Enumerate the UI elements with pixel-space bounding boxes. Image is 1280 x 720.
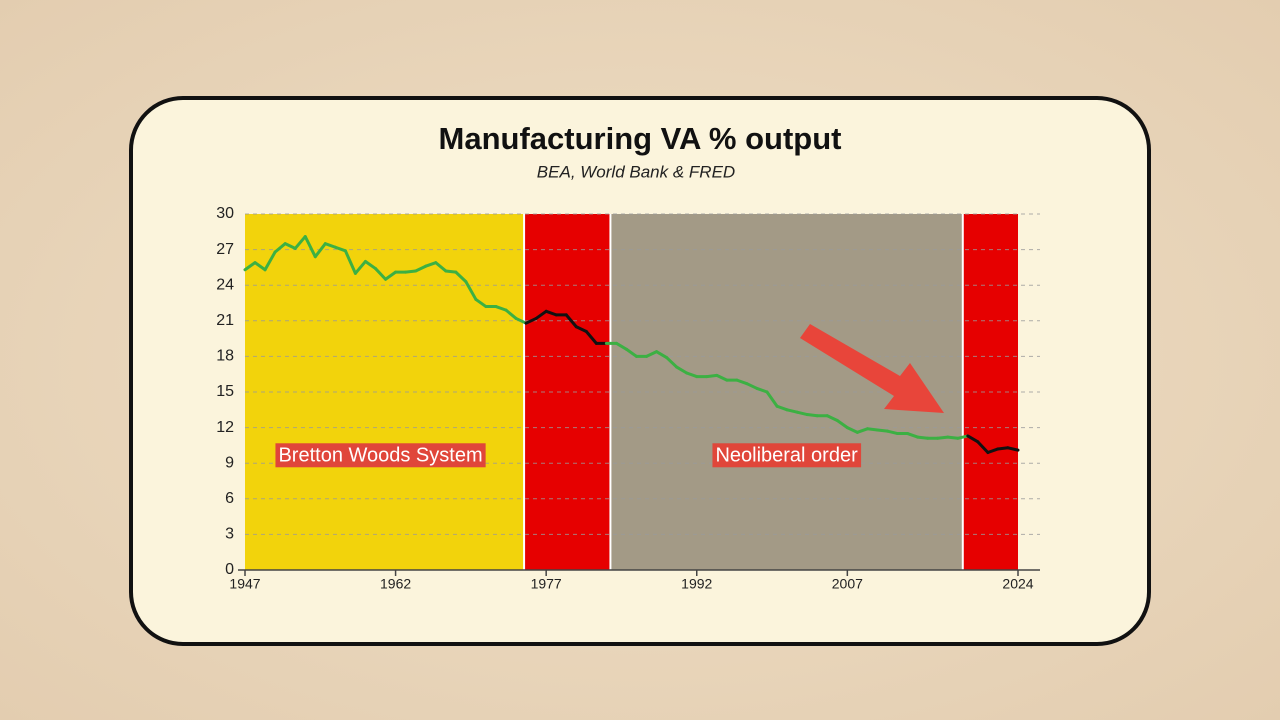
region-label-bg (712, 443, 862, 468)
line-segment (544, 309, 558, 317)
line-segment (323, 242, 337, 249)
region-label-bg (275, 443, 486, 468)
line-segment (685, 371, 699, 379)
line-segment (333, 245, 347, 253)
line-segment (715, 373, 729, 382)
line-segment (434, 261, 448, 273)
line-segment (745, 382, 759, 390)
line-segment (805, 413, 819, 418)
line-segment (404, 269, 418, 274)
arrow (800, 324, 944, 413)
x-tick-label: 2024 (1002, 576, 1033, 592)
y-tick-label: 12 (216, 419, 234, 436)
line-segment (283, 242, 297, 250)
line-segment (885, 429, 900, 436)
line-segment (675, 365, 689, 375)
y-tick-label: 3 (225, 526, 234, 543)
chart-title: Manufacturing VA % output (439, 121, 842, 156)
line-segment (755, 386, 769, 394)
line-segment (916, 435, 930, 440)
chart-subtitle: BEA, World Bank & FRED (537, 162, 735, 181)
line-segment (494, 305, 508, 312)
line-segment (655, 350, 669, 360)
line-segment (584, 329, 598, 345)
line-segment (474, 297, 488, 309)
line-series (243, 235, 1020, 455)
x-tick-label: 1977 (531, 576, 562, 592)
line-segment (775, 404, 789, 412)
line-segment (665, 356, 679, 369)
line-segment (986, 447, 1000, 455)
line-segment (825, 414, 839, 422)
line-segment (976, 440, 990, 455)
line-segment (855, 427, 869, 434)
line-segment (293, 235, 307, 250)
line-segment (374, 267, 388, 281)
line-segment (243, 261, 257, 272)
line-segment (624, 347, 639, 358)
line-segment (906, 432, 920, 439)
line-segment (845, 426, 859, 434)
y-tick-label: 30 (216, 205, 234, 222)
line-segment (614, 341, 628, 351)
line-segment (534, 309, 548, 320)
x-tick-label: 2007 (832, 576, 863, 592)
y-tick-label: 27 (216, 241, 234, 258)
region-label: Bretton Woods System (278, 444, 482, 466)
line-segment (253, 261, 267, 272)
axes: 0 3 6 9 12 15 18 21 24 27 30 1947 1962 1977 1992 2007 20… (216, 205, 1040, 592)
y-tick-label: 9 (225, 454, 234, 471)
line-segment (444, 269, 458, 274)
line-segment (946, 435, 960, 440)
region-label: Neoliberal order (715, 444, 858, 466)
line-segment (735, 378, 749, 386)
line-segment (645, 350, 659, 358)
line-segment (343, 249, 357, 275)
line-segment (524, 316, 538, 325)
line-segment (454, 270, 468, 284)
y-tick-label: 0 (225, 561, 234, 578)
y-tick-label: 18 (216, 348, 234, 365)
line-segment (273, 242, 287, 254)
line-segment (795, 410, 809, 417)
line-segment (996, 446, 1010, 451)
y-tick-label: 15 (216, 383, 234, 400)
line-segment (313, 242, 327, 259)
y-tick-label: 24 (216, 276, 234, 293)
y-tick-label: 21 (216, 312, 234, 329)
line-segment (414, 264, 428, 273)
line-segment (956, 434, 970, 440)
x-tick-label: 1947 (229, 576, 260, 592)
line-segment (875, 428, 889, 433)
line-segment (363, 259, 378, 271)
y-tick-label: 6 (225, 490, 234, 507)
line-segment (865, 427, 879, 432)
x-tick-label: 1992 (681, 576, 712, 592)
line-segment (384, 270, 398, 281)
line-segment (574, 325, 588, 333)
line-segment (424, 261, 438, 268)
line-segment (966, 434, 980, 444)
line-segment (564, 313, 578, 329)
line-segment (263, 250, 277, 272)
line-segment (1006, 446, 1020, 452)
line-segment (936, 435, 950, 440)
line-segment (765, 390, 779, 408)
line-segment (705, 373, 719, 379)
line-segment (514, 316, 528, 325)
region-labels: Bretton Woods System Neoliberal order (275, 443, 862, 468)
line-segment (353, 259, 367, 275)
line-segment (785, 408, 799, 414)
line-segment (504, 308, 518, 320)
line-segment (303, 235, 317, 259)
line-segment (464, 280, 478, 301)
line-segment (835, 418, 849, 430)
x-tick-label: 1962 (380, 576, 411, 592)
